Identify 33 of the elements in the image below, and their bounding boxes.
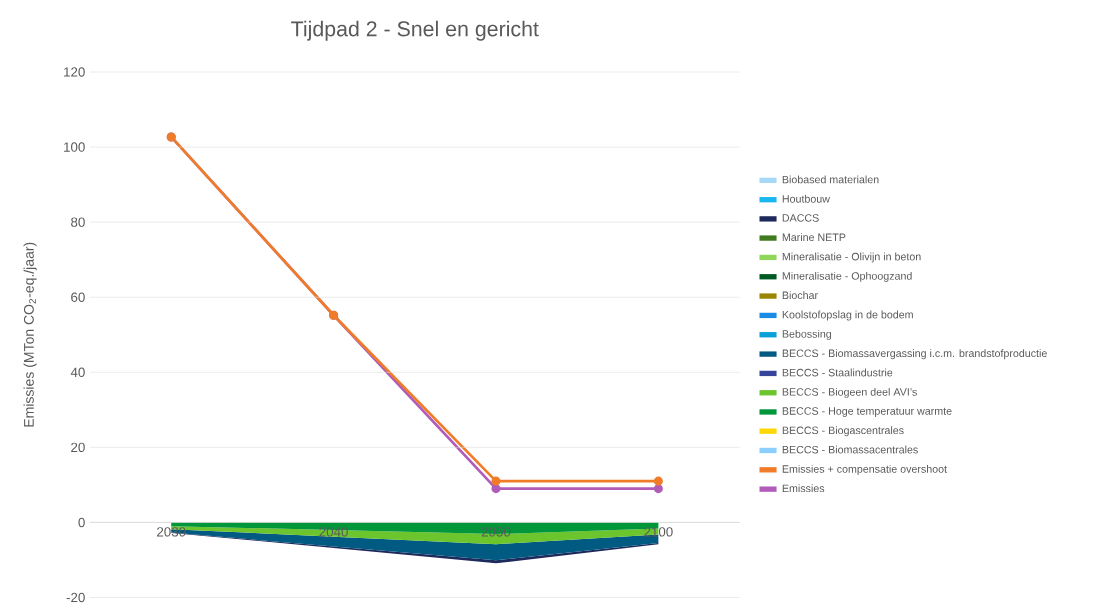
y-tick-label: 100 [64, 142, 85, 153]
point [491, 476, 501, 486]
y-tick-label: 80 [71, 217, 85, 228]
legend-label: Bebossing [782, 330, 832, 341]
legend-label: BECCS - Hoge temperatuur warmte [782, 407, 952, 418]
legend-label: Houtbouw [782, 195, 830, 203]
y-tick-label: -20 [66, 593, 85, 603]
y-tick-label: 20 [71, 442, 85, 453]
legend-label: Emissies [782, 484, 825, 493]
legend-label: Biochar [782, 291, 818, 300]
legend-label: BECCS - Biogascentrales [782, 426, 904, 437]
point [653, 476, 663, 486]
chart-title: Tijdpad 2 - Snel en gericht [291, 20, 539, 41]
legend-label: BECCS - Biogeen deel AVI’s [782, 388, 917, 399]
legend-label: DACCS [782, 214, 819, 222]
legend-label: Marine NETP [782, 233, 846, 242]
x-tick-label: 2030 [157, 527, 186, 537]
y-tick-label: 60 [71, 292, 85, 303]
y-tick-label: 40 [70, 367, 85, 378]
legend-label: Emissies + compensatie overshoot [782, 465, 947, 476]
legend-label: BECCS - Staalindustrie [782, 368, 893, 377]
legend-label: BECCS - Biomassavergassing i.c.m. brandstofproductie [782, 349, 1047, 360]
legend-label: Mineralisatie - Ophoogzand [782, 272, 912, 283]
point [653, 484, 663, 494]
legend-label: Koolstofopslag in de bodem [782, 310, 913, 321]
y-tick-label: 120 [64, 67, 85, 77]
legend-label: Mineralisatie - Olivijn in beton [782, 252, 921, 263]
x-tick-label: 2040 [319, 527, 348, 537]
y-tick-label: 0 [78, 517, 85, 528]
y-axis-title: Emissies (MTon CO$_{2}$-eq./jaar) [23, 242, 37, 427]
point [491, 484, 501, 494]
legend-label: Biobased materialen [782, 175, 879, 184]
legend-label: BECCS - Biomassacentrales [782, 445, 918, 454]
